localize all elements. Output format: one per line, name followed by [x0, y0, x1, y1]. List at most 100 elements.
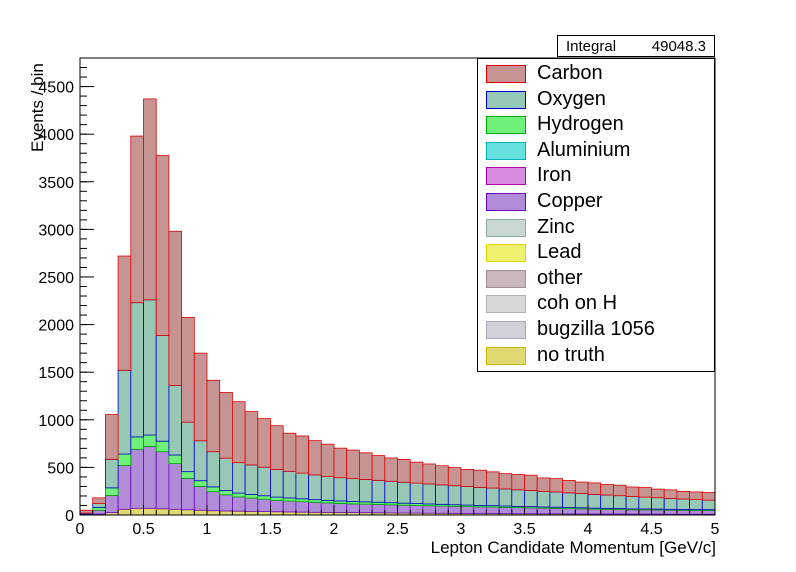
bar-oxygen	[473, 486, 487, 506]
bar-no-truth	[143, 507, 157, 516]
bar-carbon	[574, 481, 589, 494]
bar-copper	[676, 509, 691, 515]
bar-hydrogen	[130, 436, 144, 450]
bar-carbon	[524, 474, 538, 491]
bar-copper	[587, 508, 602, 515]
bar-oxygen	[676, 498, 691, 510]
bar-no-truth	[206, 510, 221, 516]
x-tick-label: 1	[203, 521, 212, 538]
legend-swatch	[486, 193, 526, 211]
legend-label: coh on H	[537, 292, 618, 315]
bar-oxygen	[181, 421, 195, 473]
bar-carbon	[181, 317, 195, 423]
bar-copper	[320, 502, 335, 513]
bar-oxygen	[206, 451, 221, 488]
bar-copper	[511, 507, 525, 515]
bar-carbon	[117, 255, 132, 371]
bar-oxygen	[587, 493, 602, 509]
bar-oxygen	[435, 484, 449, 505]
legend-swatch	[486, 218, 526, 237]
bar-carbon	[638, 487, 652, 498]
y-tick-label: 1500	[38, 365, 74, 382]
y-tick-label: 4000	[38, 127, 74, 144]
bar-copper	[701, 510, 716, 515]
bar-carbon	[193, 352, 208, 442]
bar-copper	[524, 507, 538, 515]
bar-copper	[231, 496, 246, 512]
y-tick-label: 1000	[38, 413, 74, 430]
x-tick-label: 0	[76, 521, 85, 538]
bar-carbon	[92, 497, 106, 504]
bar-oxygen	[447, 485, 462, 506]
legend-item: Lead	[478, 240, 716, 268]
bar-carbon	[651, 488, 665, 499]
stats-value: 49048.3	[651, 38, 706, 55]
y-tick-label: 2000	[38, 318, 74, 335]
bar-oxygen	[105, 458, 119, 489]
bar-oxygen	[346, 478, 360, 502]
legend-swatch	[486, 346, 526, 365]
bar-oxygen	[231, 462, 246, 494]
bar-hydrogen	[105, 487, 119, 496]
legend-label: Hydrogen	[537, 113, 624, 136]
x-tick-label: 3.5	[513, 521, 535, 538]
bar-copper	[282, 500, 297, 513]
bar-hydrogen	[231, 492, 246, 498]
bar-carbon	[295, 435, 309, 474]
bar-oxygen	[295, 472, 309, 500]
x-tick-label: 1.5	[259, 521, 281, 538]
bar-oxygen	[498, 488, 513, 507]
bar-carbon	[333, 447, 348, 479]
bar-oxygen	[384, 480, 398, 504]
bar-carbon	[663, 489, 678, 499]
bar-carbon	[206, 379, 221, 453]
x-tick-label: 5	[711, 521, 720, 538]
bar-carbon	[536, 477, 551, 492]
legend-label: Iron	[537, 164, 572, 187]
bar-oxygen	[460, 486, 475, 506]
bar-carbon	[219, 392, 233, 459]
bar-hydrogen	[282, 497, 297, 502]
legend-swatch	[486, 269, 526, 288]
bar-carbon	[231, 401, 246, 464]
bar-oxygen	[155, 335, 170, 442]
bar-hydrogen	[168, 454, 182, 464]
bar-copper	[600, 508, 614, 515]
bar-oxygen	[244, 464, 259, 495]
x-axis-label: Lepton Candidate Momentum [GeV/c]	[430, 538, 716, 557]
bar-copper	[244, 497, 259, 512]
legend-item: bugzilla 1056	[478, 317, 716, 345]
bar-hydrogen	[181, 471, 195, 479]
bar-copper	[562, 508, 576, 515]
legend-item: Aluminium	[478, 138, 716, 166]
bar-copper	[663, 509, 678, 515]
bar-carbon	[257, 418, 271, 468]
bar-oxygen	[651, 497, 665, 510]
bar-copper	[181, 477, 195, 511]
bar-oxygen	[511, 489, 525, 507]
bar-carbon	[701, 492, 716, 501]
bar-oxygen	[409, 482, 424, 504]
y-axis-label: Events / bin	[28, 63, 47, 152]
bar-carbon	[270, 425, 284, 470]
bar-carbon	[689, 491, 703, 500]
bar-copper	[422, 505, 436, 514]
bar-oxygen	[663, 498, 678, 510]
legend-item: Copper	[478, 189, 716, 217]
bar-carbon	[79, 509, 94, 514]
bar-no-truth	[130, 507, 144, 516]
bar-no-truth	[219, 510, 233, 516]
legend-label: Aluminium	[537, 138, 631, 161]
legend-label: Oxygen	[537, 87, 606, 110]
bar-hydrogen	[295, 498, 309, 503]
stats-box: Integral 49048.3	[557, 35, 715, 57]
legend-item: Iron	[478, 163, 716, 191]
bar-carbon	[422, 463, 436, 485]
legend-item: Zinc	[478, 215, 716, 243]
legend-label: other	[537, 266, 583, 289]
bar-copper	[168, 463, 182, 510]
bar-hydrogen	[117, 453, 132, 466]
bar-oxygen	[422, 483, 436, 505]
bar-carbon	[130, 135, 144, 304]
bar-copper	[485, 506, 500, 514]
